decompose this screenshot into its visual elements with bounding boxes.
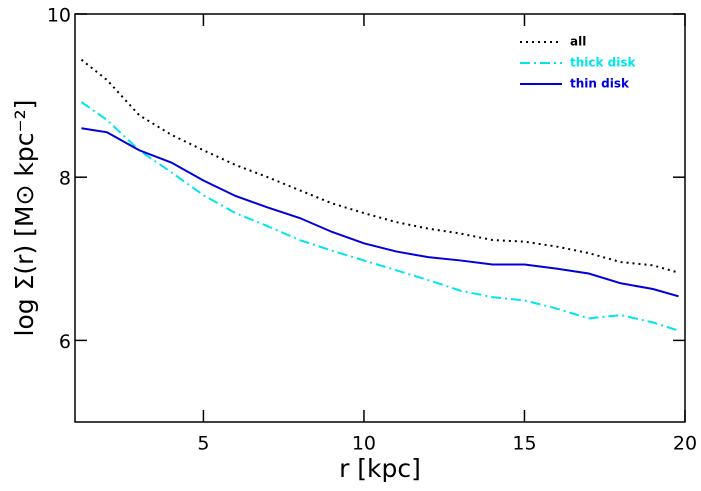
series-line [80,58,679,274]
plot-frame [74,13,686,423]
y-tick-label: 8 [59,168,71,190]
y-tick-label: 6 [59,331,71,353]
x-tick-label: 5 [197,433,209,455]
x-axis-label: r [kpc] [339,454,421,483]
series-line [80,101,679,332]
legend-label: all [570,35,586,49]
series-line [81,127,679,298]
x-tick-label: 20 [673,433,697,455]
legend-label: thick disk [570,56,637,70]
x-tick-label: 10 [352,433,376,455]
x-tick-label: 15 [512,433,536,455]
y-tick-label: 10 [47,5,71,27]
y-axis-label: log Σ(r) [M⊙ kpc⁻²] [10,100,39,337]
legend-label: thin disk [570,77,630,91]
